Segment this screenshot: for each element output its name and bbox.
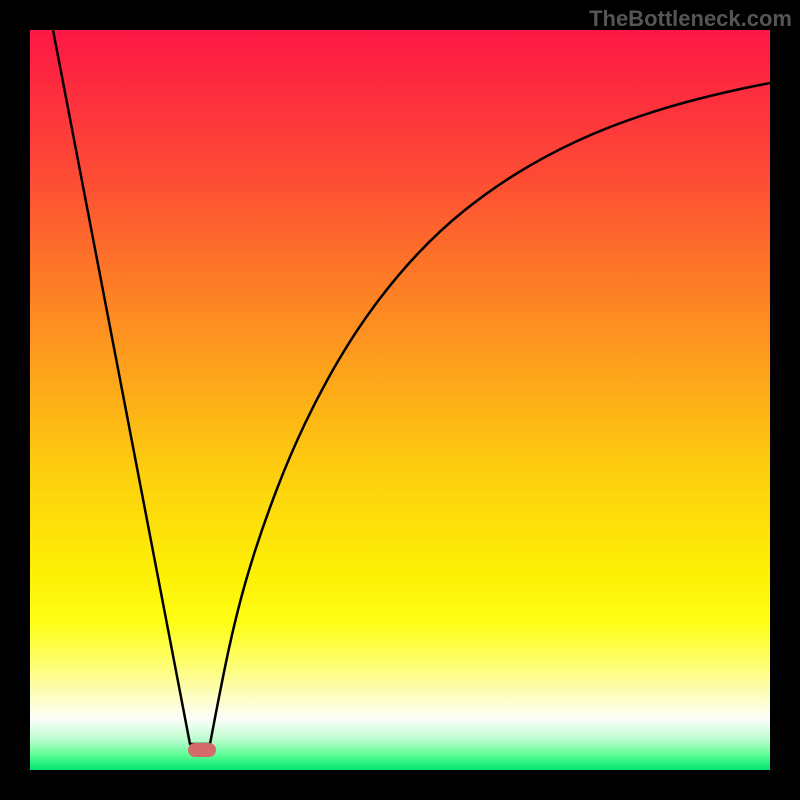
- watermark-text: TheBottleneck.com: [589, 6, 792, 32]
- plot-svg: [30, 30, 770, 770]
- plot-area: [30, 30, 770, 770]
- optimum-marker: [188, 743, 216, 757]
- chart-root: TheBottleneck.com: [0, 0, 800, 800]
- gradient-background: [30, 30, 770, 770]
